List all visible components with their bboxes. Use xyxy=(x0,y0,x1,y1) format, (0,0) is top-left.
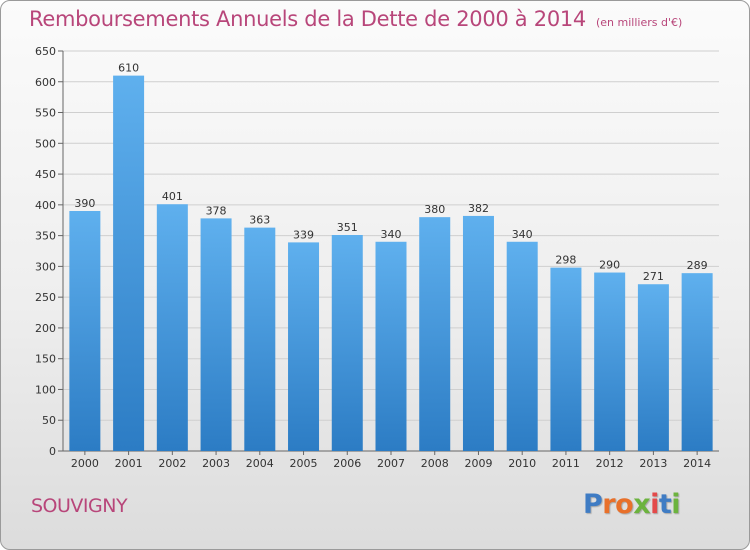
bar-2003 xyxy=(200,218,232,451)
title-row: Remboursements Annuels de la Dette de 20… xyxy=(29,7,682,31)
bar-2013 xyxy=(637,284,669,451)
bar-2012 xyxy=(594,272,626,451)
data-label-2008: 380 xyxy=(424,203,445,216)
data-label-2001: 610 xyxy=(118,62,139,75)
bar-2002 xyxy=(156,204,188,451)
bar-2009 xyxy=(462,215,494,451)
bar-2014 xyxy=(681,273,713,451)
logo-letter: P xyxy=(583,489,603,520)
data-label-2011: 298 xyxy=(555,254,576,267)
x-tick-label: 2010 xyxy=(508,457,536,470)
data-label-2004: 363 xyxy=(249,214,270,227)
x-tick-label: 2012 xyxy=(596,457,624,470)
data-label-2006: 351 xyxy=(337,221,358,234)
x-tick-label: 2011 xyxy=(552,457,580,470)
bar-2004 xyxy=(244,227,276,451)
y-tick-label: 250 xyxy=(35,291,56,304)
x-tick-label: 2000 xyxy=(71,457,99,470)
data-label-2010: 340 xyxy=(512,228,533,241)
x-tick-label: 2001 xyxy=(115,457,143,470)
x-tick-label: 2004 xyxy=(246,457,274,470)
logo-letter: r xyxy=(602,489,616,520)
y-tick-label: 200 xyxy=(35,322,56,335)
x-tick-label: 2014 xyxy=(683,457,711,470)
bar-2007 xyxy=(375,241,407,451)
bar-2000 xyxy=(69,211,101,451)
bar-2008 xyxy=(419,217,451,451)
y-tick-label: 500 xyxy=(35,137,56,150)
bar-2001 xyxy=(113,75,145,451)
y-tick-label: 450 xyxy=(35,168,56,181)
y-tick-label: 300 xyxy=(35,260,56,273)
data-label-2000: 390 xyxy=(74,197,95,210)
data-label-2014: 289 xyxy=(687,259,708,272)
logo-letter: o xyxy=(615,489,634,520)
bar-2011 xyxy=(550,267,582,451)
y-tick-label: 100 xyxy=(35,383,56,396)
y-tick-label: 350 xyxy=(35,230,56,243)
data-labels: 390 610 401 378 363 339 351 340 380 382 340 298 290 2… xyxy=(74,62,707,284)
x-tick-label: 2005 xyxy=(290,457,318,470)
bar-2010 xyxy=(506,241,538,451)
logo-letter: i xyxy=(650,489,659,520)
x-tick-label: 2006 xyxy=(333,457,361,470)
data-label-2002: 401 xyxy=(162,190,183,203)
x-tick-label: 2008 xyxy=(421,457,449,470)
logo-letter: t xyxy=(658,489,672,520)
data-label-2003: 378 xyxy=(206,204,227,217)
y-tick-label: 150 xyxy=(35,353,56,366)
x-tick-label: 2009 xyxy=(464,457,492,470)
x-tick-label: 2013 xyxy=(639,457,667,470)
y-tick-label: 0 xyxy=(49,445,56,458)
y-tick-label: 550 xyxy=(35,107,56,120)
y-tick-label: 650 xyxy=(35,45,56,58)
logo-letter: i xyxy=(671,489,681,520)
bar-series xyxy=(69,75,713,451)
chart-title: Remboursements Annuels de la Dette de 20… xyxy=(29,7,586,31)
data-label-2007: 340 xyxy=(381,228,402,241)
bar-2005 xyxy=(288,242,320,451)
x-tick-label: 2003 xyxy=(202,457,230,470)
data-label-2005: 339 xyxy=(293,228,314,241)
proxiti-logo[interactable]: Proxiti xyxy=(583,489,681,520)
data-label-2013: 271 xyxy=(643,270,664,283)
data-label-2009: 382 xyxy=(468,202,489,215)
data-label-2012: 290 xyxy=(599,259,620,272)
x-axis-ticks: 2000 2001 2002 2003 2004 2005 2006 2007 2008 2009… xyxy=(71,451,711,470)
y-axis-ticks: 0 50 100 150 200 250 300 350 400 450 500 550 600 650 xyxy=(35,45,63,458)
bar-2006 xyxy=(331,235,363,451)
x-tick-label: 2002 xyxy=(158,457,186,470)
commune-name: SOUVIGNY xyxy=(31,495,128,517)
x-tick-label: 2007 xyxy=(377,457,405,470)
y-tick-label: 400 xyxy=(35,199,56,212)
y-tick-label: 600 xyxy=(35,76,56,89)
logo-letter: x xyxy=(633,489,651,520)
chart-unit: (en milliers d'€) xyxy=(596,16,683,29)
y-tick-label: 50 xyxy=(42,414,56,427)
